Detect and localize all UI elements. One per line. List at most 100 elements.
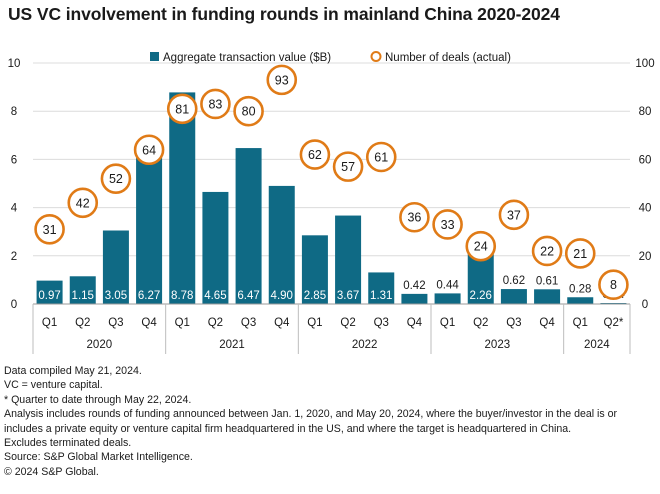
legend: Aggregate transaction value ($B) Number … [150, 51, 511, 64]
bar-value-label: 0.42 [403, 280, 425, 292]
left-tick-label: 10 [8, 58, 21, 70]
year-label: 2021 [219, 339, 245, 351]
deal-bubble [564, 238, 596, 269]
quarter-label: Q4 [274, 317, 290, 329]
right-tick-label: 100 [635, 58, 654, 70]
quarter-label: Q4 [539, 317, 555, 329]
bar-value-label: 8.78 [171, 290, 193, 302]
deal-bubble [100, 163, 132, 194]
deal-count-label: 21 [573, 247, 587, 261]
deal-count-label: 81 [175, 102, 189, 116]
legend-bubble-label: Number of deals (actual) [385, 52, 511, 64]
quarter-label: Q3 [506, 317, 521, 329]
left-tick-label: 4 [11, 203, 18, 215]
deal-count-label: 62 [308, 148, 322, 162]
quarter-label: Q2* [604, 317, 624, 329]
bar-value-label: 0.62 [503, 275, 525, 287]
deal-count-label: 80 [242, 105, 256, 119]
bar [434, 293, 461, 304]
deal-bubble [332, 151, 364, 182]
bars [36, 92, 627, 304]
deal-bubble [266, 64, 298, 96]
year-label: 2022 [352, 339, 378, 351]
right-tick-label: 80 [639, 106, 652, 118]
deal-bubble [465, 230, 497, 262]
bar [268, 185, 295, 304]
bar-value-label: 6.27 [138, 290, 160, 302]
deal-count-label: 36 [407, 211, 421, 225]
deal-count-label: 22 [540, 244, 554, 258]
note-source: Source: S&P Global Market Intelligence. [4, 451, 193, 464]
quarter-label: Q3 [108, 317, 123, 329]
bar [235, 148, 262, 304]
bar-value-label: 2.85 [304, 290, 326, 302]
deal-count-label: 83 [208, 97, 222, 111]
bar-value-label: 2.26 [470, 290, 492, 302]
bar [169, 92, 196, 304]
quarter-label: Q1 [307, 317, 322, 329]
bar [368, 272, 395, 304]
deal-bubble [200, 88, 231, 120]
bar [202, 191, 229, 304]
deal-bubble [531, 235, 563, 267]
deal-bubble [432, 209, 463, 240]
quarter-label: Q2 [208, 317, 223, 329]
bar [500, 289, 527, 304]
deal-bubble [365, 141, 397, 173]
left-tick-label: 8 [11, 106, 17, 118]
legend-bar-swatch [150, 52, 159, 61]
quarter-label: Q4 [141, 317, 157, 329]
bar [136, 152, 163, 304]
right-tick-label: 60 [639, 154, 652, 166]
quarter-label: Q2 [75, 317, 90, 329]
x-axis: Q1 Q2 Q3 Q4 Q1 Q2 Q3 Q4 Q1 Q2 Q3 Q4 Q1 Q2 Q3 Q4 Q1 Q2* 202… [32, 303, 631, 354]
bar-value-label: 3.05 [105, 290, 127, 302]
deal-bubble [299, 139, 331, 170]
deal-bubble [166, 93, 198, 125]
deal-count-label: 61 [374, 150, 388, 164]
bar [401, 293, 428, 304]
right-tick-label: 40 [639, 203, 652, 215]
year-label: 2024 [584, 339, 610, 351]
bar-value-label: 1.31 [370, 290, 392, 302]
bar [567, 297, 594, 304]
deal-bubble [498, 199, 530, 231]
bar-value-label: 0.97 [38, 290, 60, 302]
left-tick-label: 2 [11, 251, 17, 263]
quarter-label: Q3 [241, 317, 256, 329]
quarter-label: Q2 [473, 317, 488, 329]
deal-bubble [133, 134, 165, 166]
deal-bubble [233, 95, 264, 127]
note-exclusions: Excludes terminated deals. [4, 437, 132, 450]
footnotes: Data compiled May 21, 2024. VC = venture… [4, 364, 656, 479]
legend-bubble-swatch [370, 51, 382, 62]
year-label: 2023 [485, 339, 511, 351]
chart-title: US VC involvement in funding rounds in m… [8, 4, 560, 24]
deal-bubble [34, 213, 65, 245]
bar-value-label: 4.90 [271, 290, 293, 302]
bar-value-label: 3.67 [337, 290, 359, 302]
deal-count-label: 33 [441, 218, 455, 232]
right-tick-label: 0 [642, 299, 648, 311]
note-vc-definition: VC = venture capital. [4, 379, 103, 392]
bar [335, 215, 362, 304]
deal-count-label: 24 [474, 240, 488, 254]
quarter-label: Q1 [42, 317, 57, 329]
note-quarter-to-date: * Quarter to date through May 22, 2024. [4, 393, 192, 406]
quarter-label: Q1 [175, 317, 190, 329]
deal-bubble [598, 269, 629, 301]
quarter-label: Q3 [374, 317, 389, 329]
deal-bubble [67, 187, 99, 219]
bar [534, 289, 561, 304]
bar-value-label: 0.44 [436, 279, 459, 291]
quarter-label: Q2 [340, 317, 355, 329]
right-tick-label: 20 [639, 251, 652, 263]
left-axis: 0 2 4 6 8 10 [8, 58, 21, 311]
deal-count-label: 8 [610, 278, 617, 292]
bar [36, 280, 63, 304]
deal-bubbles: 31 42 52 64 81 83 80 93 62 57 61 36 33 24 37 22 21 8 [34, 64, 629, 301]
quarter-label: Q4 [407, 317, 423, 329]
deal-count-label: 37 [507, 208, 521, 222]
note-compiled: Data compiled May 21, 2024. [4, 365, 142, 377]
